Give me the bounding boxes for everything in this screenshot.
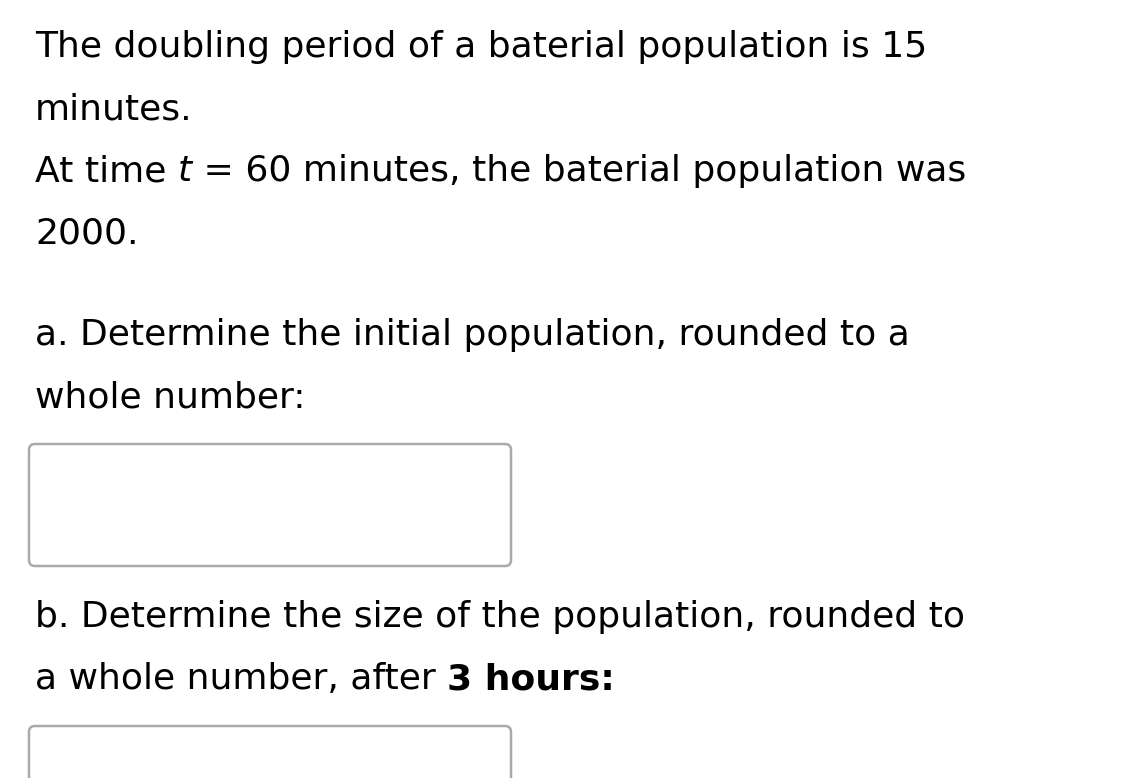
Text: a. Determine the initial population, rounded to a: a. Determine the initial population, rou…	[35, 318, 909, 352]
Text: 2000.: 2000.	[35, 216, 138, 250]
Text: minutes.: minutes.	[35, 92, 192, 126]
Text: The doubling period of a baterial population is 15: The doubling period of a baterial popula…	[35, 30, 927, 64]
Text: b. Determine the size of the population, rounded to: b. Determine the size of the population,…	[35, 600, 966, 634]
Text: whole number:: whole number:	[35, 380, 306, 414]
FancyBboxPatch shape	[29, 726, 511, 778]
Text: t: t	[178, 154, 192, 188]
FancyBboxPatch shape	[29, 444, 511, 566]
Text: 3 hours:: 3 hours:	[447, 662, 615, 696]
Text: At time: At time	[35, 154, 178, 188]
Text: a whole number, after: a whole number, after	[35, 662, 447, 696]
Text: = 60 minutes, the baterial population was: = 60 minutes, the baterial population wa…	[192, 154, 967, 188]
